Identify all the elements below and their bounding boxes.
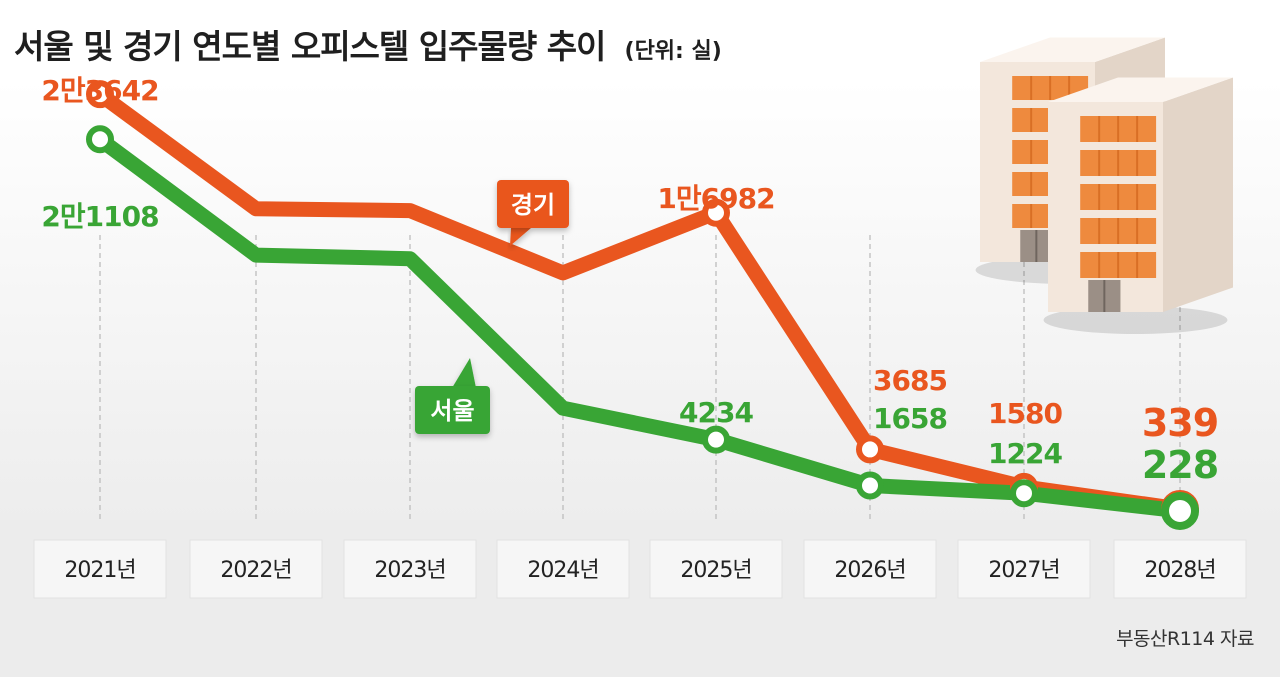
title-area: 서울 및 경기 연도별 오피스텔 입주물량 추이 (단위: 실)	[14, 20, 722, 68]
legend-seoul: 서울	[415, 358, 490, 434]
x-tick-label: 2023년	[374, 558, 445, 583]
data-point	[1161, 491, 1199, 530]
data-point	[86, 80, 114, 109]
x-tick-box	[803, 539, 937, 599]
data-point	[856, 435, 884, 464]
data-point	[702, 198, 730, 227]
x-tick: 2026년	[803, 539, 937, 599]
x-tick-box	[957, 539, 1091, 599]
legend-seoul-text: 서울	[430, 397, 474, 425]
x-tick-label: 2024년	[527, 558, 598, 583]
x-tick-box	[496, 539, 630, 599]
x-tick-box	[1113, 539, 1247, 599]
x-tick-box	[189, 539, 323, 599]
x-tick-box	[343, 539, 477, 599]
source-note: 부동산R114 자료	[1116, 628, 1254, 650]
x-tick: 2025년	[649, 539, 783, 599]
x-tick: 2022년	[189, 539, 323, 599]
x-tick: 2024년	[496, 539, 630, 599]
x-tick: 2021년	[33, 539, 167, 599]
data-label-gyeonggi: 2만3642	[41, 74, 158, 107]
building-shape	[1043, 77, 1233, 334]
data-label-gyeonggi: 1만6982	[657, 182, 774, 215]
data-label-gyeonggi: 3685	[873, 364, 947, 397]
unit-label: (단위: 실)	[624, 39, 722, 64]
x-tick: 2028년	[1113, 539, 1247, 599]
data-label-gyeonggi: 339	[1142, 401, 1218, 445]
legend-gyeonggi-text: 경기	[511, 191, 555, 219]
x-tick-box	[33, 539, 167, 599]
data-label-seoul: 1224	[988, 437, 1062, 470]
data-label-seoul: 2만1108	[41, 200, 158, 233]
x-tick-label: 2028년	[1144, 558, 1215, 583]
x-tick-label: 2021년	[64, 558, 135, 583]
x-tick: 2027년	[957, 539, 1091, 599]
legend-gyeonggi: 경기	[497, 180, 569, 246]
x-tick-label: 2027년	[988, 558, 1059, 583]
data-point	[1010, 479, 1038, 508]
data-label-seoul: 4234	[679, 396, 753, 429]
series-line-gyeonggi	[92, 86, 1188, 517]
data-label-seoul: 228	[1142, 443, 1218, 487]
x-tick-label: 2025년	[680, 558, 751, 583]
x-tick-box	[649, 539, 783, 599]
data-point	[856, 471, 884, 500]
data-point	[702, 425, 730, 454]
chart-title: 서울 및 경기 연도별 오피스텔 입주물량 추이	[14, 27, 606, 66]
x-tick: 2023년	[343, 539, 477, 599]
data-label-gyeonggi: 1580	[988, 397, 1062, 430]
series-line-seoul	[92, 131, 1188, 519]
x-tick-label: 2022년	[220, 558, 291, 583]
x-tick-label: 2026년	[834, 558, 905, 583]
data-label-seoul: 1658	[873, 402, 947, 435]
data-point	[86, 125, 114, 154]
office-building-icon	[975, 37, 1233, 334]
